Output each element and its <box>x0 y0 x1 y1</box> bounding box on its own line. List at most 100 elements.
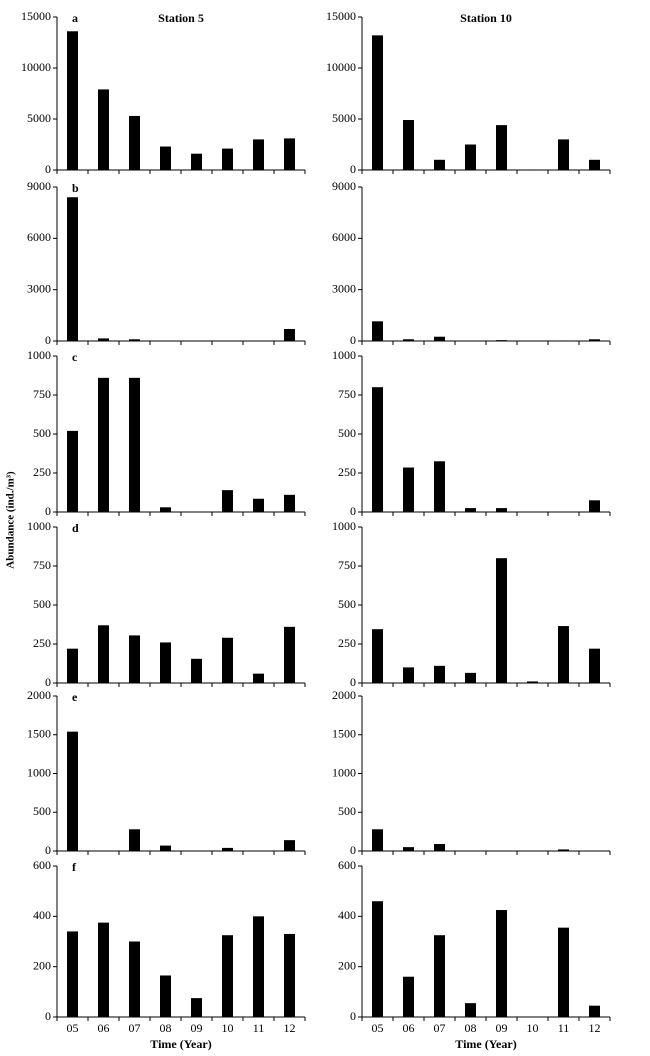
bar <box>527 681 538 683</box>
y-tick-label: 1000 <box>27 765 51 779</box>
y-tick-label: 200 <box>338 958 356 972</box>
bar <box>191 658 202 683</box>
x-axis-label: Time (Year) <box>455 1037 516 1051</box>
bar <box>589 159 600 170</box>
y-tick-label: 500 <box>338 426 356 440</box>
bar <box>129 941 140 1017</box>
bar <box>67 931 78 1017</box>
panel-label: c <box>72 350 78 364</box>
bar <box>372 321 383 341</box>
bar <box>403 847 414 851</box>
y-tick-label: 15000 <box>21 9 51 23</box>
bar <box>284 626 295 683</box>
bar <box>129 635 140 683</box>
bar <box>67 197 78 341</box>
bar <box>372 629 383 683</box>
bar <box>496 508 507 512</box>
y-tick-label: 600 <box>338 858 356 872</box>
bar <box>160 642 171 683</box>
y-tick-label: 9000 <box>27 179 51 193</box>
bar <box>403 667 414 683</box>
y-axis-label: Abundance (ind./m³) <box>5 471 17 569</box>
bar <box>284 329 295 341</box>
bar <box>558 927 569 1017</box>
bar <box>98 89 109 170</box>
y-tick-label: 250 <box>33 465 51 479</box>
y-tick-label: 750 <box>338 558 356 572</box>
y-tick-label: 0 <box>350 504 356 518</box>
x-tick-label: 09 <box>191 1021 203 1035</box>
bar <box>222 637 233 683</box>
y-tick-label: 0 <box>350 333 356 347</box>
y-tick-label: 3000 <box>332 281 356 295</box>
y-tick-label: 0 <box>45 504 51 518</box>
y-tick-label: 1000 <box>332 348 356 362</box>
bar <box>284 933 295 1017</box>
bar <box>372 901 383 1017</box>
bar <box>222 847 233 851</box>
x-tick-label: 06 <box>403 1021 415 1035</box>
y-tick-label: 6000 <box>332 230 356 244</box>
bar <box>67 31 78 171</box>
y-tick-label: 0 <box>45 162 51 176</box>
y-tick-label: 500 <box>33 426 51 440</box>
y-tick-label: 250 <box>338 636 356 650</box>
bar <box>222 148 233 170</box>
y-tick-label: 1500 <box>332 727 356 741</box>
bar <box>465 672 476 683</box>
bar <box>527 169 538 170</box>
y-tick-label: 400 <box>33 908 51 922</box>
bar <box>589 500 600 512</box>
bar <box>465 144 476 170</box>
y-tick-label: 200 <box>33 958 51 972</box>
y-tick-label: 0 <box>350 162 356 176</box>
y-tick-label: 500 <box>33 597 51 611</box>
bar <box>372 829 383 851</box>
bar <box>67 648 78 683</box>
bar <box>496 910 507 1017</box>
x-tick-label: 12 <box>284 1021 296 1035</box>
bar <box>496 125 507 170</box>
y-tick-label: 10000 <box>21 60 51 74</box>
bar <box>253 498 264 512</box>
bar <box>496 558 507 683</box>
bar <box>589 339 600 341</box>
y-tick-label: 250 <box>338 465 356 479</box>
bar <box>129 339 140 341</box>
y-tick-label: 2000 <box>27 688 51 702</box>
y-tick-label: 750 <box>33 387 51 401</box>
y-tick-label: 500 <box>338 804 356 818</box>
bar <box>403 976 414 1017</box>
y-tick-label: 600 <box>33 858 51 872</box>
bar <box>98 922 109 1017</box>
bar <box>253 139 264 170</box>
panel-label: e <box>72 690 78 704</box>
bar <box>372 387 383 512</box>
bar <box>222 935 233 1017</box>
bar <box>67 430 78 512</box>
bar <box>222 490 233 512</box>
y-tick-label: 9000 <box>332 179 356 193</box>
bar <box>403 339 414 341</box>
bar <box>558 849 569 851</box>
x-tick-label: 08 <box>160 1021 172 1035</box>
x-tick-label: 08 <box>465 1021 477 1035</box>
y-tick-label: 500 <box>338 597 356 611</box>
bar <box>129 115 140 170</box>
x-tick-label: 10 <box>222 1021 234 1035</box>
y-tick-label: 1500 <box>27 727 51 741</box>
y-tick-label: 0 <box>45 333 51 347</box>
bar <box>191 153 202 170</box>
bar <box>67 731 78 851</box>
x-tick-label: 11 <box>253 1021 265 1035</box>
y-tick-label: 0 <box>350 843 356 857</box>
panel-label: b <box>72 181 79 195</box>
x-tick-label: 07 <box>434 1021 446 1035</box>
bar <box>98 625 109 683</box>
y-tick-label: 6000 <box>27 230 51 244</box>
panel-label: f <box>72 860 77 874</box>
bar <box>98 377 109 512</box>
bar <box>253 916 264 1017</box>
y-tick-label: 0 <box>45 843 51 857</box>
y-tick-label: 750 <box>33 558 51 572</box>
